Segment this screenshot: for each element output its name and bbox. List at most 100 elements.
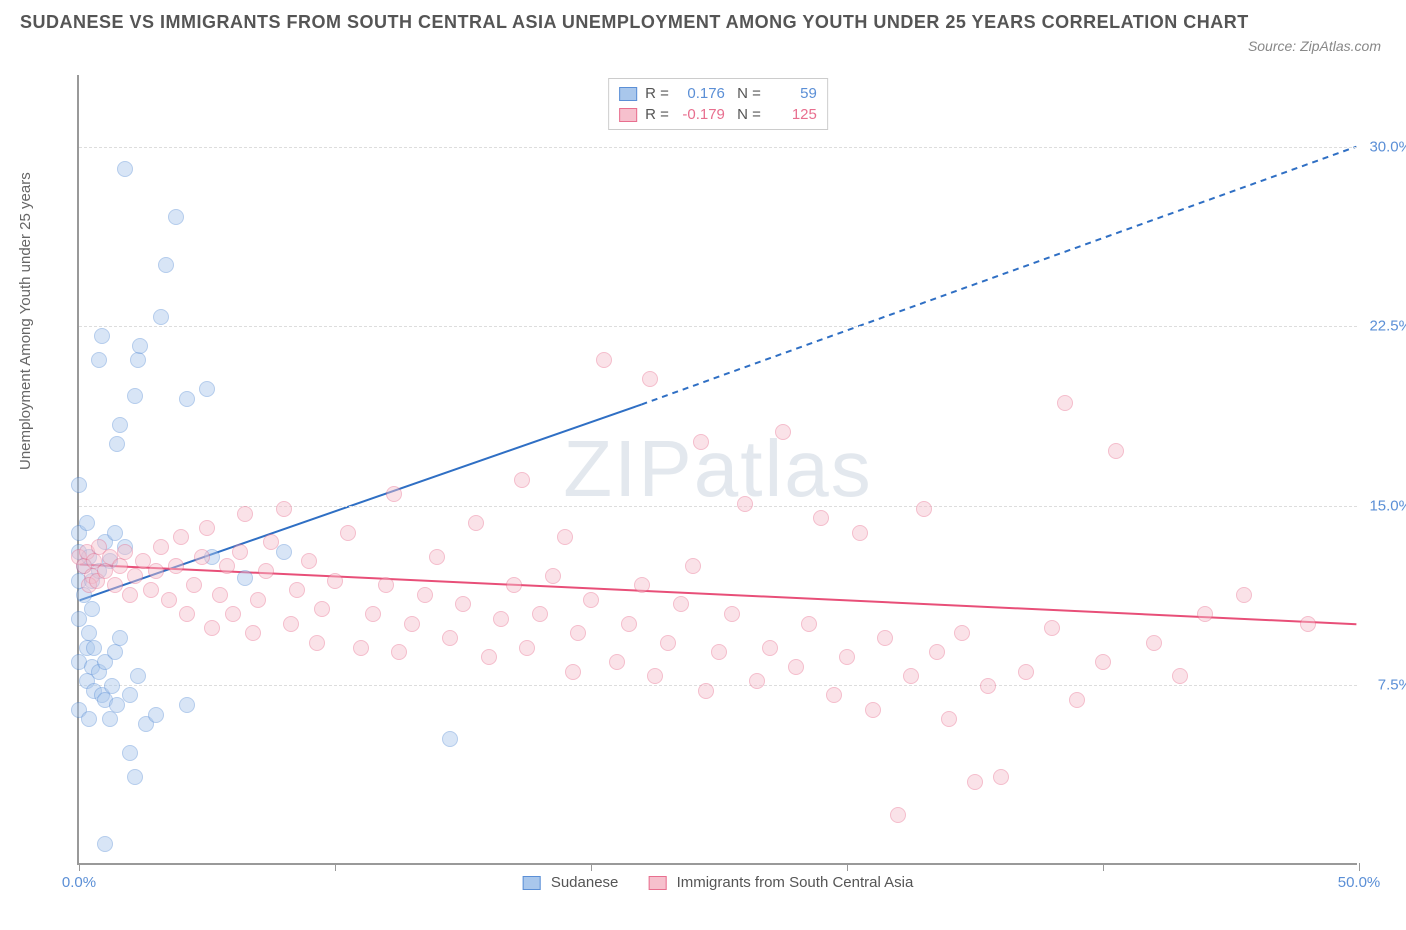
scatter-point bbox=[775, 424, 791, 440]
scatter-point bbox=[237, 506, 253, 522]
y-tick-label: 7.5% bbox=[1378, 677, 1406, 694]
scatter-point bbox=[570, 625, 586, 641]
x-tick bbox=[1103, 863, 1104, 871]
scatter-point bbox=[301, 553, 317, 569]
scatter-point bbox=[186, 577, 202, 593]
scatter-point bbox=[890, 807, 906, 823]
scatter-point bbox=[565, 664, 581, 680]
scatter-point bbox=[112, 558, 128, 574]
trend-line bbox=[641, 147, 1356, 405]
scatter-point bbox=[693, 434, 709, 450]
scatter-point bbox=[609, 654, 625, 670]
scatter-point bbox=[929, 644, 945, 660]
plot-area: ZIPatlas R = 0.176 N = 59 R = -0.179 N =… bbox=[77, 75, 1357, 865]
scatter-point bbox=[122, 687, 138, 703]
chart-title: SUDANESE VS IMMIGRANTS FROM SOUTH CENTRA… bbox=[20, 10, 1386, 35]
scatter-point bbox=[122, 587, 138, 603]
scatter-point bbox=[386, 486, 402, 502]
scatter-point bbox=[219, 558, 235, 574]
scatter-point bbox=[1108, 443, 1124, 459]
scatter-point bbox=[642, 371, 658, 387]
scatter-point bbox=[903, 668, 919, 684]
scatter-point bbox=[545, 568, 561, 584]
stat-label: R = bbox=[645, 85, 669, 102]
scatter-point bbox=[245, 625, 261, 641]
chart-container: Unemployment Among Youth under 25 years … bbox=[55, 75, 1385, 890]
legend-swatch-icon bbox=[648, 876, 666, 890]
scatter-point bbox=[1044, 620, 1060, 636]
scatter-point bbox=[1146, 635, 1162, 651]
scatter-point bbox=[1236, 587, 1252, 603]
scatter-point bbox=[107, 525, 123, 541]
scatter-point bbox=[314, 601, 330, 617]
scatter-point bbox=[788, 659, 804, 675]
x-tick-label: 0.0% bbox=[62, 874, 96, 891]
scatter-point bbox=[839, 649, 855, 665]
scatter-point bbox=[79, 515, 95, 531]
scatter-point bbox=[102, 711, 118, 727]
scatter-point bbox=[109, 436, 125, 452]
legend-item: Sudanese bbox=[523, 874, 619, 891]
x-tick bbox=[847, 863, 848, 871]
scatter-point bbox=[724, 606, 740, 622]
scatter-point bbox=[132, 338, 148, 354]
scatter-point bbox=[263, 534, 279, 550]
scatter-point bbox=[404, 616, 420, 632]
scatter-point bbox=[1057, 395, 1073, 411]
scatter-point bbox=[1095, 654, 1111, 670]
scatter-point bbox=[442, 731, 458, 747]
scatter-point bbox=[468, 515, 484, 531]
scatter-point bbox=[179, 606, 195, 622]
stats-row-series-2: R = -0.179 N = 125 bbox=[619, 104, 817, 125]
scatter-point bbox=[127, 769, 143, 785]
r-value: 0.176 bbox=[677, 85, 725, 102]
scatter-point bbox=[340, 525, 356, 541]
scatter-point bbox=[153, 309, 169, 325]
scatter-point bbox=[1069, 692, 1085, 708]
scatter-point bbox=[852, 525, 868, 541]
n-value: 125 bbox=[769, 106, 817, 123]
scatter-point bbox=[493, 611, 509, 627]
y-tick-label: 30.0% bbox=[1369, 138, 1406, 155]
scatter-point bbox=[698, 683, 714, 699]
scatter-point bbox=[1197, 606, 1213, 622]
scatter-point bbox=[481, 649, 497, 665]
grid-line bbox=[79, 326, 1357, 327]
scatter-point bbox=[621, 616, 637, 632]
scatter-point bbox=[762, 640, 778, 656]
scatter-point bbox=[168, 209, 184, 225]
scatter-point bbox=[143, 582, 159, 598]
scatter-point bbox=[916, 501, 932, 517]
scatter-point bbox=[199, 381, 215, 397]
scatter-point bbox=[81, 711, 97, 727]
scatter-point bbox=[583, 592, 599, 608]
stats-row-series-1: R = 0.176 N = 59 bbox=[619, 83, 817, 104]
source-attribution: Source: ZipAtlas.com bbox=[1248, 38, 1381, 54]
scatter-point bbox=[967, 774, 983, 790]
scatter-point bbox=[993, 769, 1009, 785]
scatter-point bbox=[442, 630, 458, 646]
scatter-point bbox=[127, 568, 143, 584]
scatter-point bbox=[148, 563, 164, 579]
y-tick-label: 15.0% bbox=[1369, 497, 1406, 514]
x-tick bbox=[79, 863, 80, 871]
scatter-point bbox=[378, 577, 394, 593]
y-tick-label: 22.5% bbox=[1369, 318, 1406, 335]
scatter-point bbox=[532, 606, 548, 622]
x-tick-label: 50.0% bbox=[1338, 874, 1381, 891]
scatter-point bbox=[179, 391, 195, 407]
scatter-point bbox=[173, 529, 189, 545]
scatter-point bbox=[258, 563, 274, 579]
scatter-point bbox=[148, 707, 164, 723]
scatter-point bbox=[153, 539, 169, 555]
scatter-point bbox=[737, 496, 753, 512]
scatter-point bbox=[104, 678, 120, 694]
x-tick bbox=[591, 863, 592, 871]
legend-swatch-icon bbox=[619, 87, 637, 101]
scatter-point bbox=[161, 592, 177, 608]
scatter-point bbox=[826, 687, 842, 703]
y-axis-title: Unemployment Among Youth under 25 years bbox=[17, 172, 34, 470]
stat-label: N = bbox=[733, 106, 761, 123]
scatter-point bbox=[1018, 664, 1034, 680]
legend-label: Immigrants from South Central Asia bbox=[677, 874, 914, 891]
